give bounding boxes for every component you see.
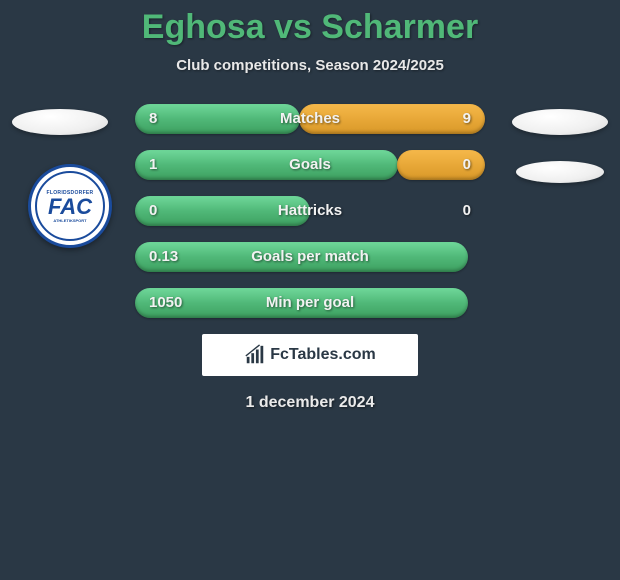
stat-label: Goals per match: [251, 242, 369, 272]
stat-row: 1050 Min per goal: [135, 288, 485, 318]
comparison-area: FLORIDSDORFER FAC ATHLETIKSPORT 8 Matches…: [0, 104, 620, 412]
date-label: 1 december 2024: [0, 394, 620, 412]
brand-text: FcTables.com: [270, 346, 376, 364]
stat-row: 8 Matches 9: [135, 104, 485, 134]
stat-bar-left: [135, 104, 300, 134]
stat-value-left: 1: [149, 150, 157, 180]
stat-value-right: 0: [463, 196, 471, 226]
player-right-avatar-placeholder-1: [512, 109, 608, 135]
stat-label: Min per goal: [266, 288, 354, 318]
stat-value-left: 1050: [149, 288, 182, 318]
stat-row: 0 Hattricks 0: [135, 196, 485, 226]
stat-bar-right: [397, 150, 485, 180]
badge-main-text: FAC: [48, 196, 92, 218]
stat-label: Matches: [280, 104, 340, 134]
stat-value-left: 0: [149, 196, 157, 226]
stat-value-right: 9: [463, 104, 471, 134]
page-title: Eghosa vs Scharmer: [0, 0, 620, 47]
chart-icon: [244, 344, 266, 366]
club-badge-inner: FLORIDSDORFER FAC ATHLETIKSPORT: [35, 171, 105, 241]
player-left-avatar-placeholder: [12, 109, 108, 135]
stat-label: Goals: [289, 150, 331, 180]
badge-bottom-text: ATHLETIKSPORT: [53, 218, 86, 223]
stat-label: Hattricks: [278, 196, 342, 226]
stat-bars: 8 Matches 9 1 Goals 0 0 Hattricks 0 0.13 Goals per…: [135, 104, 485, 318]
player-right-avatar-placeholder-2: [516, 161, 604, 183]
stat-value-left: 0.13: [149, 242, 178, 272]
brand-footer[interactable]: FcTables.com: [202, 334, 418, 376]
stat-row: 0.13 Goals per match: [135, 242, 485, 272]
club-badge-left: FLORIDSDORFER FAC ATHLETIKSPORT: [28, 164, 112, 248]
stat-value-right: 0: [463, 150, 471, 180]
page-subtitle: Club competitions, Season 2024/2025: [0, 57, 620, 74]
stat-bar-left: [135, 150, 398, 180]
stat-value-left: 8: [149, 104, 157, 134]
stat-row: 1 Goals 0: [135, 150, 485, 180]
